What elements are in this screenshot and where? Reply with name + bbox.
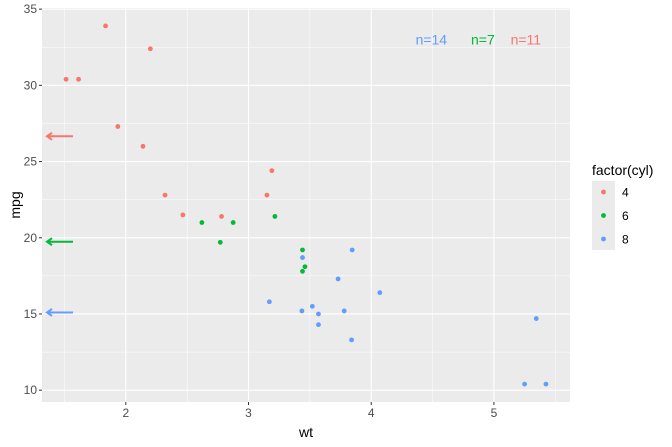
legend-title: factor(cyl) <box>592 162 653 178</box>
point-cyl-6 <box>300 247 305 253</box>
point-cyl-4 <box>76 76 81 82</box>
legend-label-4: 4 <box>622 186 629 200</box>
point-cyl-4 <box>115 124 121 129</box>
annotation-count: n=7 <box>471 32 495 48</box>
point-cyl-8 <box>349 247 355 253</box>
legend: factor(cyl) 4 6 8 <box>592 162 653 250</box>
legend-label-8: 8 <box>622 233 629 247</box>
point-cyl-8 <box>377 290 383 296</box>
point-cyl-8 <box>316 311 321 317</box>
point-cyl-4 <box>162 192 168 198</box>
y-tick-label: 20 <box>24 231 38 245</box>
point-cyl-6 <box>230 220 236 225</box>
gridlines <box>42 8 570 402</box>
point-cyl-6 <box>300 268 305 274</box>
x-tick-label: 3 <box>245 406 252 420</box>
point-cyl-4 <box>180 212 186 218</box>
annotations: n=14 n=7 n=11 <box>416 32 542 48</box>
axis-ticks: 2 3 4 5 10 15 20 25 30 35 <box>24 2 498 420</box>
y-tick-label: 25 <box>24 155 38 169</box>
legend-key-4 <box>601 189 606 195</box>
point-cyl-6 <box>272 214 278 219</box>
legend-key-6 <box>601 213 606 218</box>
point-cyl-4 <box>269 168 275 174</box>
legend-label-6: 6 <box>622 209 629 223</box>
point-cyl-8 <box>299 308 305 314</box>
x-tick-label: 2 <box>122 406 129 420</box>
x-tick-label: 5 <box>491 406 498 420</box>
legend-key-8 <box>601 236 606 242</box>
point-cyl-8 <box>309 303 315 309</box>
points <box>63 23 549 387</box>
mean-arrow-head-6 <box>45 237 53 247</box>
point-cyl-8 <box>349 337 354 343</box>
x-tick-label: 4 <box>368 406 375 420</box>
y-axis-title: mpg <box>7 191 23 218</box>
point-cyl-8 <box>335 276 341 282</box>
point-cyl-4 <box>264 192 270 198</box>
annotation-count: n=11 <box>511 32 542 48</box>
annotation-count: n=14 <box>416 32 448 48</box>
point-cyl-4 <box>63 76 69 82</box>
point-cyl-4 <box>140 143 146 149</box>
y-tick-label: 30 <box>24 78 38 92</box>
point-cyl-8 <box>316 322 321 328</box>
point-cyl-8 <box>533 316 539 321</box>
point-cyl-8 <box>266 299 272 305</box>
point-cyl-8 <box>543 381 549 387</box>
point-cyl-8 <box>522 381 527 387</box>
mean-arrow-head-4 <box>45 131 53 141</box>
x-axis-title: wt <box>298 424 313 440</box>
point-cyl-6 <box>302 264 308 270</box>
point-cyl-8 <box>300 255 305 260</box>
point-cyl-4 <box>103 23 108 29</box>
point-cyl-6 <box>199 220 205 225</box>
point-cyl-4 <box>219 214 224 219</box>
point-cyl-8 <box>341 308 347 314</box>
mean-arrows <box>45 131 73 317</box>
point-cyl-6 <box>217 239 223 245</box>
mean-arrow-head-8 <box>45 308 53 317</box>
plot-panel <box>42 8 570 402</box>
y-tick-label: 15 <box>24 307 38 321</box>
y-tick-label: 35 <box>24 2 38 16</box>
y-tick-label: 10 <box>24 383 38 397</box>
point-cyl-4 <box>147 46 153 52</box>
